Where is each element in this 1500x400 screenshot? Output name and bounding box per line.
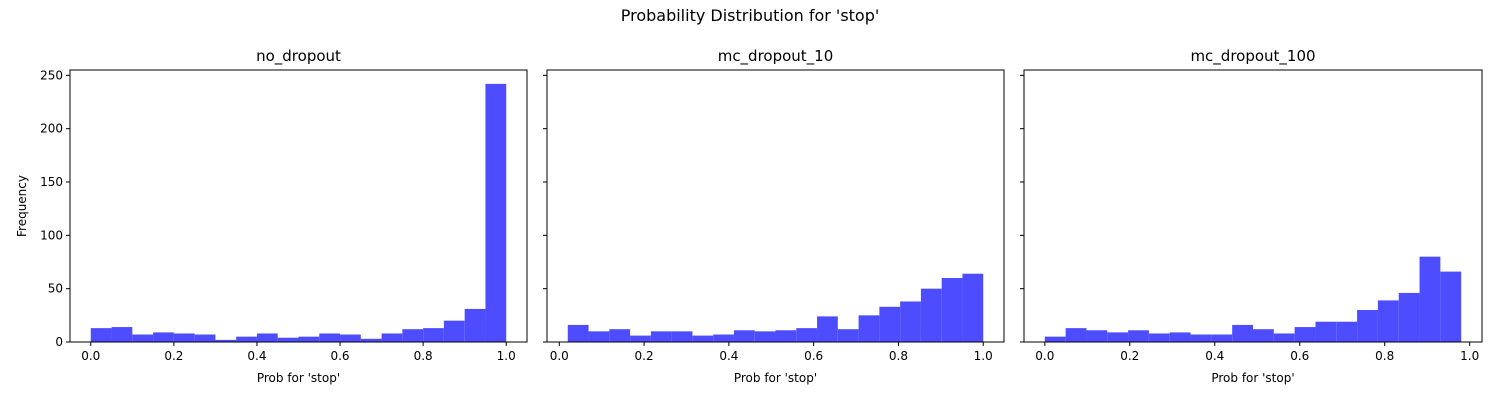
histogram-bar (775, 330, 797, 342)
histogram-bar (900, 301, 921, 342)
histogram-bar (1148, 333, 1170, 342)
x-tick-label: 0.0 (550, 349, 569, 363)
x-tick-label: 1.0 (974, 349, 993, 363)
x-tick-label: 0.6 (804, 349, 823, 363)
histogram-bar (236, 336, 257, 342)
histogram-bar (713, 334, 734, 342)
x-tick-label: 0.4 (247, 349, 266, 363)
y-tick-label: 100 (40, 228, 63, 242)
x-tick-label: 0.8 (1375, 349, 1394, 363)
histogram-bar (609, 329, 631, 342)
y-axis-label: Frequency (15, 175, 29, 237)
histogram-bar (360, 338, 382, 342)
histogram-bar (1419, 256, 1441, 342)
histogram-bar (1294, 327, 1316, 342)
x-tick-label: 0.0 (81, 349, 100, 363)
histogram-bar (1169, 332, 1191, 342)
x-tick-label: 0.0 (1035, 349, 1054, 363)
x-tick-label: 0.6 (1290, 349, 1309, 363)
histogram-bar (1086, 330, 1108, 342)
histogram-bar (340, 334, 361, 342)
x-tick-label: 0.6 (330, 349, 349, 363)
histogram-bar (941, 278, 963, 342)
histogram-bar (443, 320, 465, 342)
histogram-bar (567, 324, 589, 342)
x-tick-label: 0.8 (414, 349, 433, 363)
histogram-bar (1377, 300, 1399, 342)
histogram-bar (1440, 271, 1462, 342)
histogram-bar (485, 83, 507, 342)
histogram-bar (817, 316, 838, 342)
histogram-bar (1273, 333, 1295, 342)
x-tick-label: 0.2 (1120, 349, 1139, 363)
subplot-title: mc_dropout_10 (718, 47, 834, 66)
y-tick-label: 150 (40, 175, 63, 189)
histogram-bar (402, 329, 424, 342)
histogram-bar (90, 328, 112, 342)
histogram-bar (215, 339, 237, 342)
histogram-bar (1044, 336, 1066, 342)
subplot-title: no_dropout (256, 47, 341, 66)
histogram-bar (153, 332, 174, 342)
histogram-bar (277, 337, 299, 342)
histogram-bar (1398, 292, 1420, 342)
histogram-bar (1357, 310, 1378, 342)
axes-frame (546, 69, 1005, 343)
histogram-bar (858, 315, 880, 342)
y-tick-label: 0 (55, 335, 63, 349)
x-tick-label: 0.2 (164, 349, 183, 363)
histogram-bar (920, 288, 942, 342)
x-tick-label: 0.4 (719, 349, 738, 363)
histogram-bar (796, 328, 818, 342)
x-tick-label: 1.0 (1460, 349, 1479, 363)
histogram-bar (1315, 321, 1337, 342)
x-axis-label: Prob for 'stop' (1211, 371, 1294, 385)
histogram-bar (1190, 334, 1212, 342)
histogram-bar (630, 335, 651, 342)
y-tick-label: 250 (40, 68, 63, 82)
histogram-bar (256, 333, 278, 342)
x-tick-label: 0.2 (635, 349, 654, 363)
y-tick-label: 200 (40, 122, 63, 136)
histogram-bar (671, 331, 693, 342)
x-axis-label: Prob for 'stop' (257, 371, 340, 385)
axes-frame (69, 69, 528, 343)
x-tick-label: 0.4 (1205, 349, 1224, 363)
histogram-bar (464, 308, 486, 342)
histogram-bar (1065, 328, 1087, 342)
histogram-bar (837, 329, 859, 342)
histogram-bar (754, 331, 776, 342)
histogram-bar (173, 333, 195, 342)
histogram-bar (1107, 332, 1129, 342)
x-tick-label: 0.8 (889, 349, 908, 363)
histogram-bar (588, 331, 610, 342)
y-tick-label: 50 (48, 282, 63, 296)
histogram-bar (879, 306, 901, 342)
axes-frame (1023, 69, 1483, 343)
histogram-bar (381, 333, 403, 342)
histogram-bar (1253, 329, 1274, 342)
histogram-bar (1211, 334, 1233, 342)
histogram-bar (132, 334, 154, 342)
histogram-bar (194, 334, 216, 342)
histogram-bar (962, 273, 984, 342)
figure-title: Probability Distribution for 'stop' (620, 6, 880, 25)
histogram-bar (111, 327, 133, 342)
histogram-bar (423, 328, 444, 342)
histogram-bar (1232, 324, 1253, 342)
histogram-bar (692, 335, 714, 342)
histogram-bar (1128, 330, 1149, 342)
histogram-bar (298, 336, 320, 342)
x-axis-label: Prob for 'stop' (734, 371, 817, 385)
histogram-bar (650, 331, 672, 342)
histogram-bar (319, 333, 341, 342)
subplot-title: mc_dropout_100 (1190, 47, 1315, 66)
x-tick-label: 1.0 (497, 349, 516, 363)
histogram-bar (1336, 321, 1358, 342)
histogram-bar (733, 330, 755, 342)
